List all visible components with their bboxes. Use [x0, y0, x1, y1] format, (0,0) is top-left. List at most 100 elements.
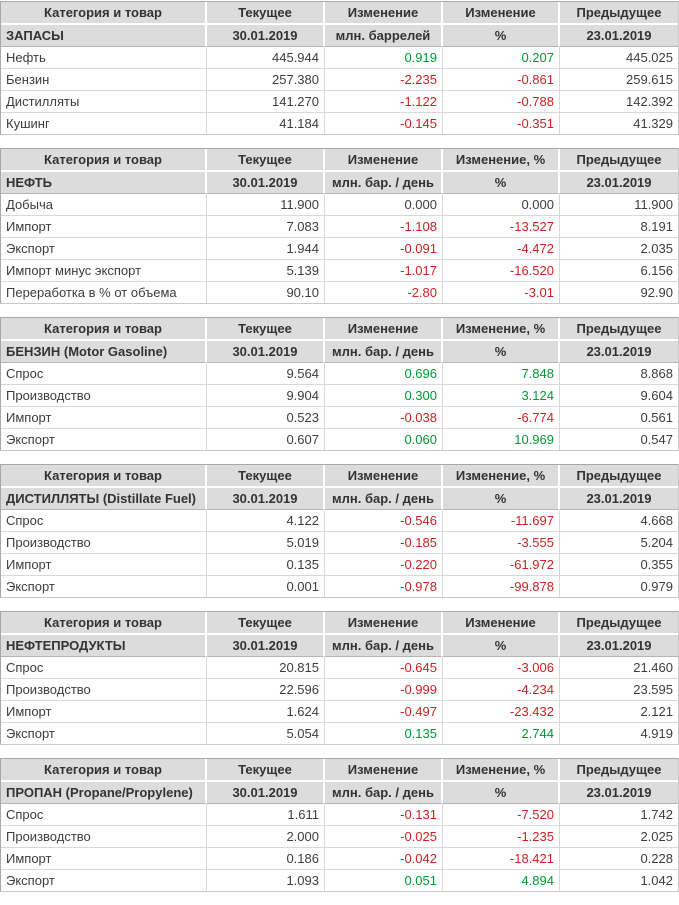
cell-change: -1.017: [325, 260, 443, 282]
cell-change: 0.060: [325, 429, 443, 450]
cell-change: -0.145: [325, 113, 443, 134]
percent-sign: %: [443, 25, 560, 47]
cell-previous: 142.392: [560, 91, 678, 113]
table-row: Спрос 9.564 0.696 7.848 8.868: [1, 363, 678, 385]
cell-current: 445.944: [207, 47, 325, 69]
cell-current: 2.000: [207, 826, 325, 848]
cell-label: Экспорт: [1, 429, 207, 450]
cell-previous: 4.668: [560, 510, 678, 532]
table-row: Спрос 20.815 -0.645 -3.006 21.460: [1, 657, 678, 679]
cell-change-pct: -0.788: [443, 91, 560, 113]
column-header-change-pct: Изменение, %: [443, 149, 560, 172]
table-row: Импорт 1.624 -0.497 -23.432 2.121: [1, 701, 678, 723]
cell-change: -0.497: [325, 701, 443, 723]
cell-current: 5.054: [207, 723, 325, 744]
column-header-change: Изменение: [325, 2, 443, 25]
cell-previous: 4.919: [560, 723, 678, 744]
cell-change-pct: -18.421: [443, 848, 560, 870]
section-title: БЕНЗИН (Motor Gasoline): [1, 341, 207, 363]
cell-previous: 0.355: [560, 554, 678, 576]
cell-previous: 2.025: [560, 826, 678, 848]
cell-change-pct: -13.527: [443, 216, 560, 238]
cell-change-pct: -1.235: [443, 826, 560, 848]
table-row: Производство 22.596 -0.999 -4.234 23.595: [1, 679, 678, 701]
current-date: 30.01.2019: [207, 25, 325, 47]
subheader-row: НЕФТЕПРОДУКТЫ 30.01.2019 млн. бар. / ден…: [1, 635, 678, 657]
cell-change: 0.051: [325, 870, 443, 891]
cell-previous: 5.204: [560, 532, 678, 554]
cell-change: 0.300: [325, 385, 443, 407]
cell-change-pct: -99.878: [443, 576, 560, 597]
current-date: 30.01.2019: [207, 488, 325, 510]
cell-label: Экспорт: [1, 723, 207, 744]
cell-change: -0.999: [325, 679, 443, 701]
cell-label: Кушинг: [1, 113, 207, 134]
cell-current: 0.186: [207, 848, 325, 870]
column-header-change-pct: Изменение, %: [443, 465, 560, 488]
table-row: Экспорт 1.944 -0.091 -4.472 2.035: [1, 238, 678, 260]
cell-change: 0.000: [325, 194, 443, 216]
cell-change-pct: -3.006: [443, 657, 560, 679]
section-title: ДИСТИЛЛЯТЫ (Distillate Fuel): [1, 488, 207, 510]
percent-sign: %: [443, 172, 560, 194]
section-title: НЕФТЕПРОДУКТЫ: [1, 635, 207, 657]
cell-previous: 2.121: [560, 701, 678, 723]
cell-label: Спрос: [1, 657, 207, 679]
table-gasoline: Категория и товар Текущее Изменение Изме…: [0, 317, 679, 451]
cell-label: Производство: [1, 679, 207, 701]
cell-change-pct: -11.697: [443, 510, 560, 532]
column-header-previous: Предыдущее: [560, 759, 678, 782]
cell-previous: 23.595: [560, 679, 678, 701]
change-unit: млн. бар. / день: [325, 782, 443, 804]
cell-change: -0.042: [325, 848, 443, 870]
cell-previous: 259.615: [560, 69, 678, 91]
cell-current: 1.093: [207, 870, 325, 891]
cell-previous: 21.460: [560, 657, 678, 679]
cell-label: Импорт: [1, 848, 207, 870]
previous-date: 23.01.2019: [560, 25, 678, 47]
cell-current: 0.001: [207, 576, 325, 597]
cell-previous: 0.979: [560, 576, 678, 597]
cell-change-pct: 3.124: [443, 385, 560, 407]
cell-change: -2.235: [325, 69, 443, 91]
column-header-change: Изменение: [325, 318, 443, 341]
column-header-category: Категория и товар: [1, 149, 207, 172]
column-header-previous: Предыдущее: [560, 149, 678, 172]
column-header-category: Категория и товар: [1, 2, 207, 25]
column-header-previous: Предыдущее: [560, 2, 678, 25]
cell-current: 141.270: [207, 91, 325, 113]
cell-change-pct: -7.520: [443, 804, 560, 826]
cell-change: -1.108: [325, 216, 443, 238]
cell-change-pct: -4.472: [443, 238, 560, 260]
column-header-row: Категория и товар Текущее Изменение Изме…: [1, 2, 678, 25]
cell-previous: 8.868: [560, 363, 678, 385]
cell-change: -2.80: [325, 282, 443, 303]
cell-change-pct: -61.972: [443, 554, 560, 576]
cell-label: Дистилляты: [1, 91, 207, 113]
percent-sign: %: [443, 341, 560, 363]
cell-current: 0.523: [207, 407, 325, 429]
cell-change: -0.091: [325, 238, 443, 260]
table-row: Экспорт 1.093 0.051 4.894 1.042: [1, 870, 678, 891]
column-header-category: Категория и товар: [1, 318, 207, 341]
cell-change: 0.135: [325, 723, 443, 744]
cell-label: Добыча: [1, 194, 207, 216]
table-row: Спрос 1.611 -0.131 -7.520 1.742: [1, 804, 678, 826]
cell-current: 11.900: [207, 194, 325, 216]
table-row: Производство 9.904 0.300 3.124 9.604: [1, 385, 678, 407]
cell-current: 90.10: [207, 282, 325, 303]
table-row: Производство 5.019 -0.185 -3.555 5.204: [1, 532, 678, 554]
cell-change-pct: 7.848: [443, 363, 560, 385]
subheader-row: БЕНЗИН (Motor Gasoline) 30.01.2019 млн. …: [1, 341, 678, 363]
table-petroleum-products: Категория и товар Текущее Изменение Изме…: [0, 611, 679, 745]
column-header-change: Изменение: [325, 465, 443, 488]
cell-label: Производство: [1, 385, 207, 407]
cell-current: 9.564: [207, 363, 325, 385]
cell-change-pct: -23.432: [443, 701, 560, 723]
cell-change: -1.122: [325, 91, 443, 113]
cell-current: 1.624: [207, 701, 325, 723]
cell-label: Спрос: [1, 804, 207, 826]
cell-change-pct: 4.894: [443, 870, 560, 891]
table-row: Импорт 0.186 -0.042 -18.421 0.228: [1, 848, 678, 870]
